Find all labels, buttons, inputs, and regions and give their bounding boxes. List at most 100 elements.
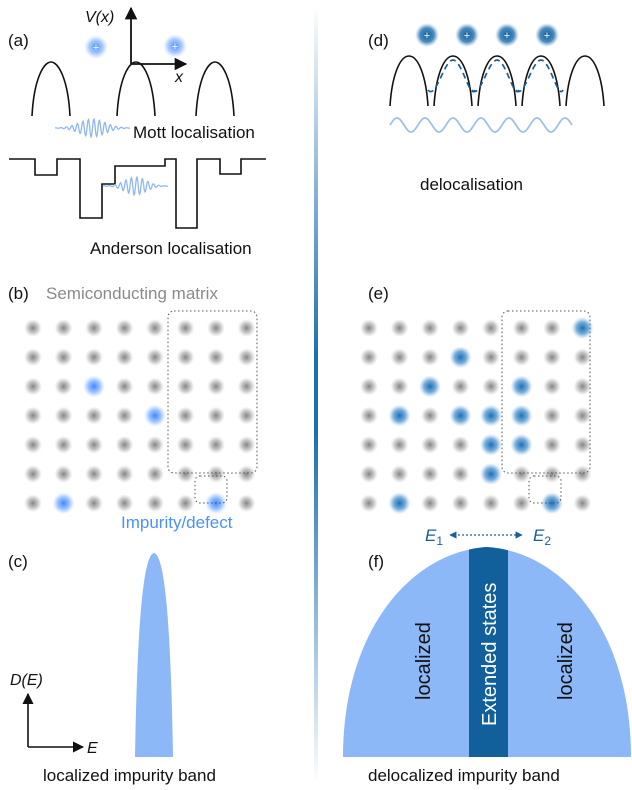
host-site-dot	[207, 348, 225, 367]
host-site-dot	[207, 435, 225, 454]
panel-f-label: (f)	[368, 552, 384, 571]
extended-states-band	[469, 547, 508, 757]
host-site-dot	[360, 348, 378, 367]
host-site-dot	[390, 348, 409, 367]
host-site-dot	[512, 465, 531, 483]
host-site-dot	[176, 348, 195, 367]
host-site-dot	[421, 494, 439, 513]
impurity-dot	[419, 375, 441, 398]
ion-left: +	[84, 35, 108, 59]
host-site-dot	[390, 377, 409, 396]
host-site-dot	[543, 377, 561, 396]
cluster-box-b	[167, 310, 258, 474]
impurity-dot	[449, 346, 472, 369]
e2-label: E2	[533, 526, 551, 548]
host-site-dot	[85, 494, 103, 513]
host-site-dot	[24, 348, 42, 367]
panel-a: (a) V(x) x + + Mott localisation Anderso…	[8, 6, 266, 258]
axis-x-label: x	[174, 69, 184, 86]
panel-c: (c) D(E) E localized impurity band	[8, 552, 216, 785]
host-site-dot	[573, 406, 592, 425]
host-site-dot	[360, 319, 378, 337]
host-site-dot	[237, 377, 256, 396]
panel-b: (b) Semiconducting matrix Impurity/defec…	[8, 284, 258, 532]
caption-c: localized impurity band	[43, 766, 216, 785]
host-site-dot	[237, 406, 256, 425]
axis-y-label-c: D(E)	[10, 672, 43, 689]
impurity-dot	[510, 375, 533, 398]
anderson-potential-curve	[9, 158, 266, 229]
host-site-dot	[85, 465, 103, 483]
host-site-dot	[176, 377, 195, 396]
host-site-dot	[115, 435, 134, 454]
host-site-dot	[360, 465, 378, 483]
impurity-label: Impurity/defect	[121, 513, 233, 532]
host-site-dot	[482, 348, 500, 367]
panel-f: (f) localized Extended states localized …	[343, 526, 631, 785]
host-site-dot	[115, 465, 134, 483]
host-site-dot	[573, 435, 592, 454]
plus-icon: +	[93, 42, 99, 54]
impurity-dot	[480, 404, 502, 427]
impurity-dot	[52, 492, 75, 515]
host-site-dot	[207, 406, 225, 425]
impurity-dot	[510, 433, 533, 456]
plus-icon: +	[464, 30, 470, 42]
host-site-dot	[237, 465, 256, 483]
host-site-dot	[573, 377, 592, 396]
host-site-dot	[451, 435, 470, 454]
host-site-dot	[360, 435, 378, 454]
host-site-dot	[237, 435, 256, 454]
panel-d-label: (d)	[368, 31, 389, 50]
host-site-dot	[360, 377, 378, 396]
localized-band-shape	[135, 553, 173, 757]
host-site-dot	[115, 406, 134, 425]
host-site-dot	[115, 348, 134, 367]
cluster-box-e	[501, 310, 591, 474]
extended-states-label: Extended states	[479, 583, 501, 726]
host-site-dot	[421, 406, 439, 425]
delocalised-wave-dashed	[427, 59, 564, 93]
impurity-dot	[388, 404, 411, 427]
host-site-dot	[421, 348, 439, 367]
ion-d	[455, 23, 479, 47]
host-site-dot	[543, 435, 561, 454]
host-site-dot	[360, 406, 378, 425]
plus-icon: +	[544, 30, 550, 42]
host-site-dot	[176, 494, 195, 513]
ion-d	[415, 23, 439, 47]
host-site-dot	[512, 494, 531, 513]
periodic-potential-curve	[389, 55, 605, 107]
host-site-dot	[115, 319, 134, 337]
host-site-dot	[390, 435, 409, 454]
host-site-dot	[543, 465, 561, 483]
axis-x-label-c: E	[87, 740, 98, 757]
impurity-dot	[571, 317, 594, 339]
host-site-dot	[115, 494, 134, 513]
host-site-dot	[482, 377, 500, 396]
impurity-dot	[388, 492, 411, 515]
host-site-dot	[237, 319, 256, 337]
lattice-grid-e	[360, 317, 594, 515]
mott-wavepacket	[54, 117, 131, 139]
anderson-caption: Anderson localisation	[90, 239, 252, 258]
host-site-dot	[451, 377, 470, 396]
host-site-dot	[85, 435, 103, 454]
host-site-dot	[390, 465, 409, 483]
host-site-dot	[176, 319, 195, 337]
right-localized-label: localized	[555, 622, 577, 700]
impurity-dot	[449, 404, 472, 427]
host-site-dot	[54, 377, 73, 396]
ion-d	[535, 23, 559, 47]
host-site-dot	[54, 319, 73, 337]
mott-potential-curve	[31, 61, 235, 117]
left-localized-label: localized	[413, 622, 435, 700]
impurity-box-b	[194, 475, 228, 504]
impurity-box-e	[528, 475, 562, 504]
host-site-dot	[451, 319, 470, 337]
host-site-dot	[390, 319, 409, 337]
host-site-dot	[207, 465, 225, 483]
ion-right: +	[163, 34, 187, 58]
host-site-dot	[482, 319, 500, 337]
impurity-dot	[144, 404, 166, 427]
